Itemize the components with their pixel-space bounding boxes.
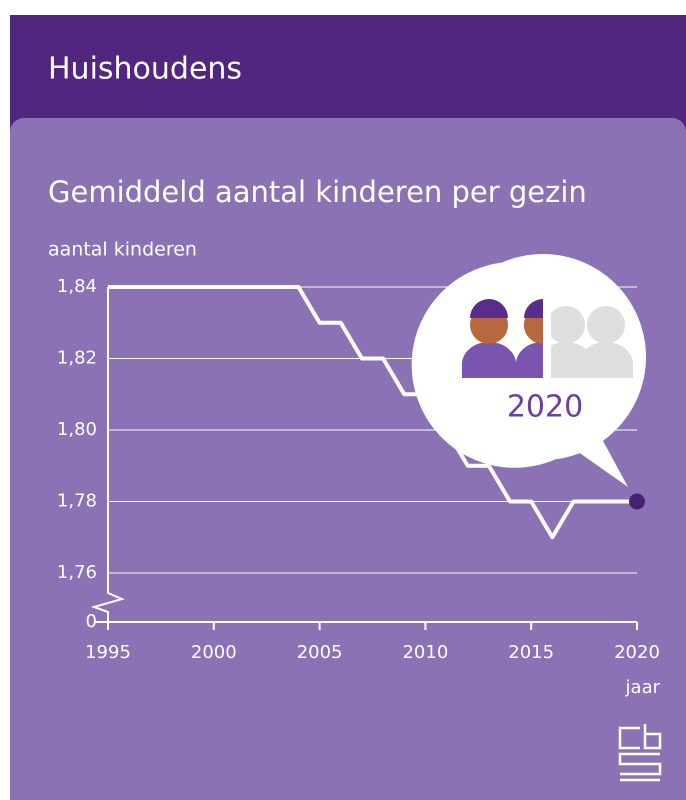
person-head: [547, 306, 585, 344]
x-axis-label: jaar: [625, 677, 661, 698]
half-cover: [543, 290, 551, 380]
y-axis-label: aantal kinderen: [48, 239, 197, 261]
x-tick-label: 2015: [508, 642, 554, 663]
card: [10, 118, 686, 800]
header-title: Huishoudens: [48, 52, 242, 87]
x-tick-label: 1995: [85, 642, 131, 663]
x-tick-label: 2000: [191, 642, 237, 663]
page: Huishoudens Gemiddeld aantal kinderen pe…: [0, 0, 686, 800]
bubble-label: 2020: [507, 390, 583, 425]
y-tick-label: 1,82: [57, 348, 97, 369]
y-tick-label: 1,76: [57, 562, 97, 583]
highlight-dot: [629, 494, 645, 510]
person-head: [587, 306, 625, 344]
chart-title: Gemiddeld aantal kinderen per gezin: [48, 175, 587, 209]
y-tick-label: 1,78: [57, 491, 97, 512]
x-tick-label: 2005: [297, 642, 343, 663]
y-tick-label: 1,80: [57, 419, 97, 440]
y-tick-label: 1,84: [57, 276, 97, 297]
x-tick-label: 2010: [402, 642, 448, 663]
x-tick-label: 2020: [614, 642, 660, 663]
